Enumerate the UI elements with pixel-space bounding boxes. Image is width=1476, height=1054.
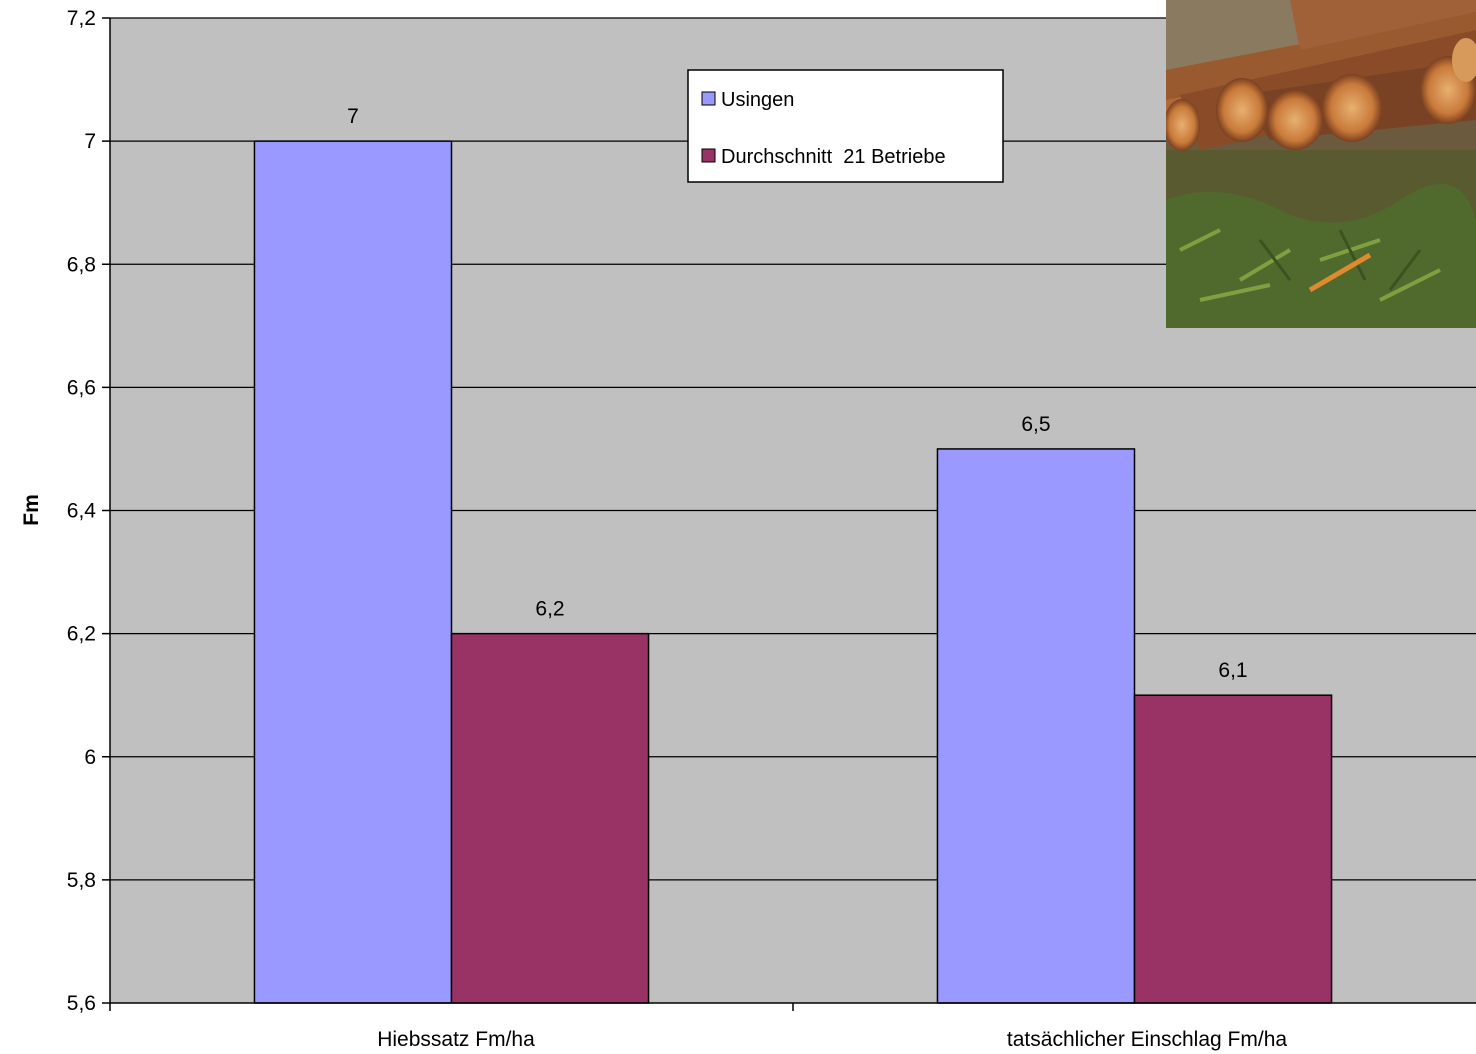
- x-axis-ticks: [109, 1003, 794, 1011]
- category-label-hiebssatz: Hiebssatz Fm/ha: [377, 1028, 535, 1051]
- bar-durchschnitt-hiebssatz: [450, 632, 650, 1004]
- y-tick-label: 5,8: [67, 869, 96, 892]
- y-tick-label: 6: [84, 746, 96, 769]
- bar-usingen-einschlag: [936, 448, 1136, 1004]
- y-tick-label: 6,8: [67, 253, 96, 276]
- category-label-einschlag: tatsächlicher Einschlag Fm/ha: [1007, 1028, 1287, 1051]
- y-tick-label: 5,6: [67, 992, 96, 1015]
- legend-box: [687, 69, 1004, 183]
- legend-label-durchschnitt: Durchschnitt 21 Betriebe: [721, 146, 946, 168]
- data-label: 6,5: [1021, 413, 1050, 436]
- y-tick-label: 6,6: [67, 376, 96, 399]
- y-axis-title: Fm: [20, 494, 43, 526]
- felled-logs-photo: [1166, 0, 1476, 328]
- y-tick-label: 7: [84, 130, 96, 153]
- bar-durchschnitt-einschlag: [1133, 694, 1333, 1004]
- legend: Usingen Durchschnitt 21 Betriebe: [687, 69, 1004, 183]
- legend-swatch-usingen: [701, 91, 716, 106]
- bar-usingen-hiebssatz: [253, 140, 453, 1004]
- data-label: 6,2: [535, 598, 564, 621]
- legend-swatch-durchschnitt: [701, 148, 716, 163]
- data-labels: 7 6,2 6,5 6,1: [347, 105, 1247, 682]
- y-axis-ticks: 5,6 5,8 6 6,2 6,4 6,6 6,8 7 7,2: [67, 7, 110, 1015]
- bars: [253, 140, 1333, 1004]
- legend-label-usingen: Usingen: [721, 89, 794, 111]
- y-tick-label: 7,2: [67, 7, 96, 30]
- y-tick-label: 6,2: [67, 623, 96, 646]
- data-label: 6,1: [1218, 659, 1247, 682]
- data-label: 7: [347, 105, 359, 128]
- y-tick-label: 6,4: [67, 500, 97, 523]
